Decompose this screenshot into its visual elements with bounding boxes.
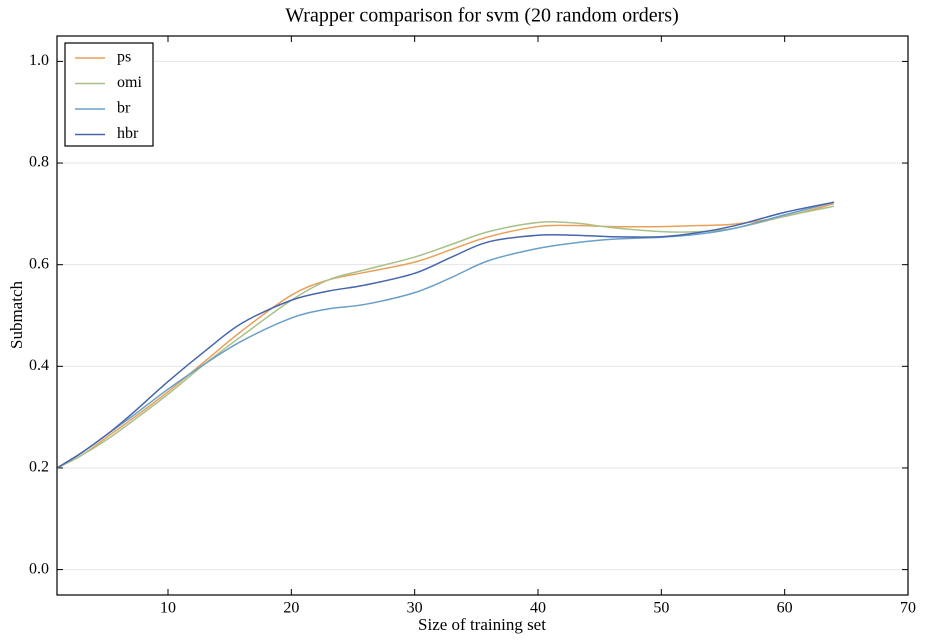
legend-label: omi	[117, 74, 142, 91]
y-tick-label: 0.6	[29, 255, 49, 272]
line-series	[56, 202, 835, 469]
legend-label: br	[117, 100, 131, 117]
line-series	[56, 205, 835, 469]
x-axis-label: Size of training set	[418, 615, 546, 634]
x-tick-label: 20	[283, 600, 299, 617]
y-axis-label: Submatch	[7, 281, 26, 349]
y-tick-label: 1.0	[29, 52, 49, 69]
legend-label: hbr	[117, 125, 139, 142]
y-tick-label: 0.0	[29, 560, 49, 577]
x-tick-label: 70	[900, 600, 916, 617]
y-tick-label: 0.2	[29, 459, 49, 476]
y-tick-label: 0.4	[29, 357, 49, 374]
legend-box	[64, 42, 154, 147]
x-tick-label: 30	[407, 600, 423, 617]
plot-frame	[56, 35, 909, 596]
x-tick-label: 60	[777, 600, 793, 617]
legend-label: ps	[117, 49, 131, 66]
x-tick-label: 50	[653, 600, 669, 617]
x-tick-label: 10	[160, 600, 176, 617]
x-tick-label: 40	[530, 600, 546, 617]
line-series	[56, 201, 835, 469]
line-series	[56, 201, 835, 469]
chart-title: Wrapper comparison for svm (20 random or…	[285, 5, 679, 27]
y-tick-label: 0.8	[29, 154, 49, 171]
